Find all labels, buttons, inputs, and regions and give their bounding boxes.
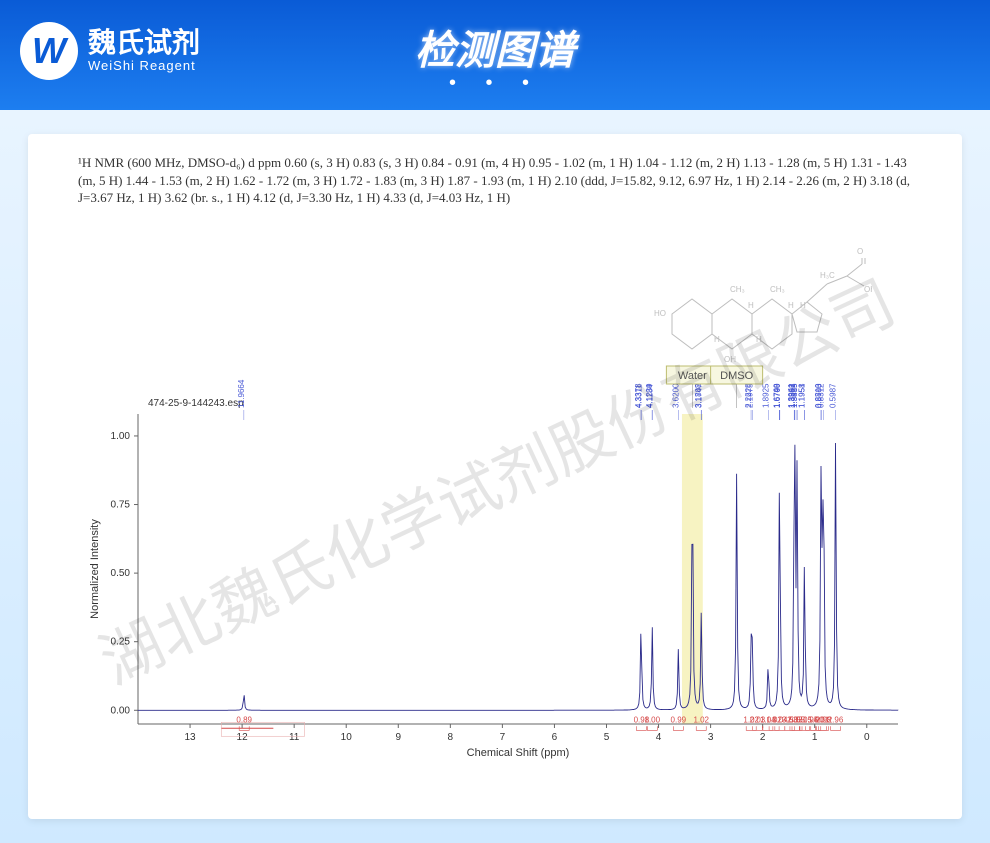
svg-text:2: 2 xyxy=(760,732,766,743)
svg-text:0: 0 xyxy=(864,732,870,743)
svg-text:1.00: 1.00 xyxy=(111,431,131,442)
svg-text:13: 13 xyxy=(184,732,196,743)
svg-text:4: 4 xyxy=(656,732,662,743)
title-dots: • • • xyxy=(0,72,990,95)
svg-text:0.25: 0.25 xyxy=(111,637,131,648)
svg-text:1.00: 1.00 xyxy=(645,715,661,724)
svg-text:Normalized Intensity: Normalized Intensity xyxy=(89,519,101,619)
svg-text:1.1951: 1.1951 xyxy=(798,383,807,408)
svg-text:3.6200: 3.6200 xyxy=(671,383,680,408)
svg-text:3: 3 xyxy=(708,732,714,743)
svg-text:2.1975: 2.1975 xyxy=(745,383,754,408)
svg-text:0.50: 0.50 xyxy=(111,568,131,579)
nmr-description: ¹H NMR (600 MHz, DMSO-d₆) d ppm 0.60 (s,… xyxy=(78,154,912,207)
svg-text:0.00: 0.00 xyxy=(111,705,131,716)
svg-text:1.8925: 1.8925 xyxy=(761,383,770,408)
svg-text:0.89: 0.89 xyxy=(236,715,252,724)
svg-text:3.1747: 3.1747 xyxy=(695,383,704,408)
svg-text:1.02: 1.02 xyxy=(693,715,709,724)
svg-text:Water: Water xyxy=(678,370,707,382)
svg-text:0.5987: 0.5987 xyxy=(829,383,838,408)
svg-text:Chemical Shift (ppm): Chemical Shift (ppm) xyxy=(467,747,570,759)
svg-text:10: 10 xyxy=(341,732,353,743)
svg-text:DMSO: DMSO xyxy=(720,370,753,382)
svg-text:0.8312: 0.8312 xyxy=(816,383,825,408)
svg-text:4.1184: 4.1184 xyxy=(645,384,654,408)
report-panel: ¹H NMR (600 MHz, DMSO-d₆) d ppm 0.60 (s,… xyxy=(28,134,962,819)
svg-text:0.99: 0.99 xyxy=(671,715,687,724)
nmr-spectrum-chart: 0.000.250.500.751.00131211109876543210Ch… xyxy=(78,244,908,784)
svg-text:2.96: 2.96 xyxy=(828,715,844,724)
svg-text:1.6700: 1.6700 xyxy=(773,383,782,408)
svg-text:12: 12 xyxy=(237,732,249,743)
svg-text:5: 5 xyxy=(604,732,610,743)
page-title: 检测图谱 xyxy=(0,18,990,76)
svg-text:1: 1 xyxy=(812,732,818,743)
body: ¹H NMR (600 MHz, DMSO-d₆) d ppm 0.60 (s,… xyxy=(0,110,990,843)
svg-text:474-25-9-144243.esp: 474-25-9-144243.esp xyxy=(148,398,244,409)
svg-text:0.75: 0.75 xyxy=(111,500,131,511)
svg-text:8: 8 xyxy=(448,732,454,743)
svg-text:11: 11 xyxy=(289,732,300,743)
svg-text:9: 9 xyxy=(395,732,401,743)
svg-text:7: 7 xyxy=(500,732,506,743)
svg-text:11.9664: 11.9664 xyxy=(237,379,246,408)
svg-text:6: 6 xyxy=(552,732,558,743)
svg-text:4.3311: 4.3311 xyxy=(634,384,643,408)
header: W 魏氏试剂 WeiShi Reagent 检测图谱 • • • xyxy=(0,0,990,110)
